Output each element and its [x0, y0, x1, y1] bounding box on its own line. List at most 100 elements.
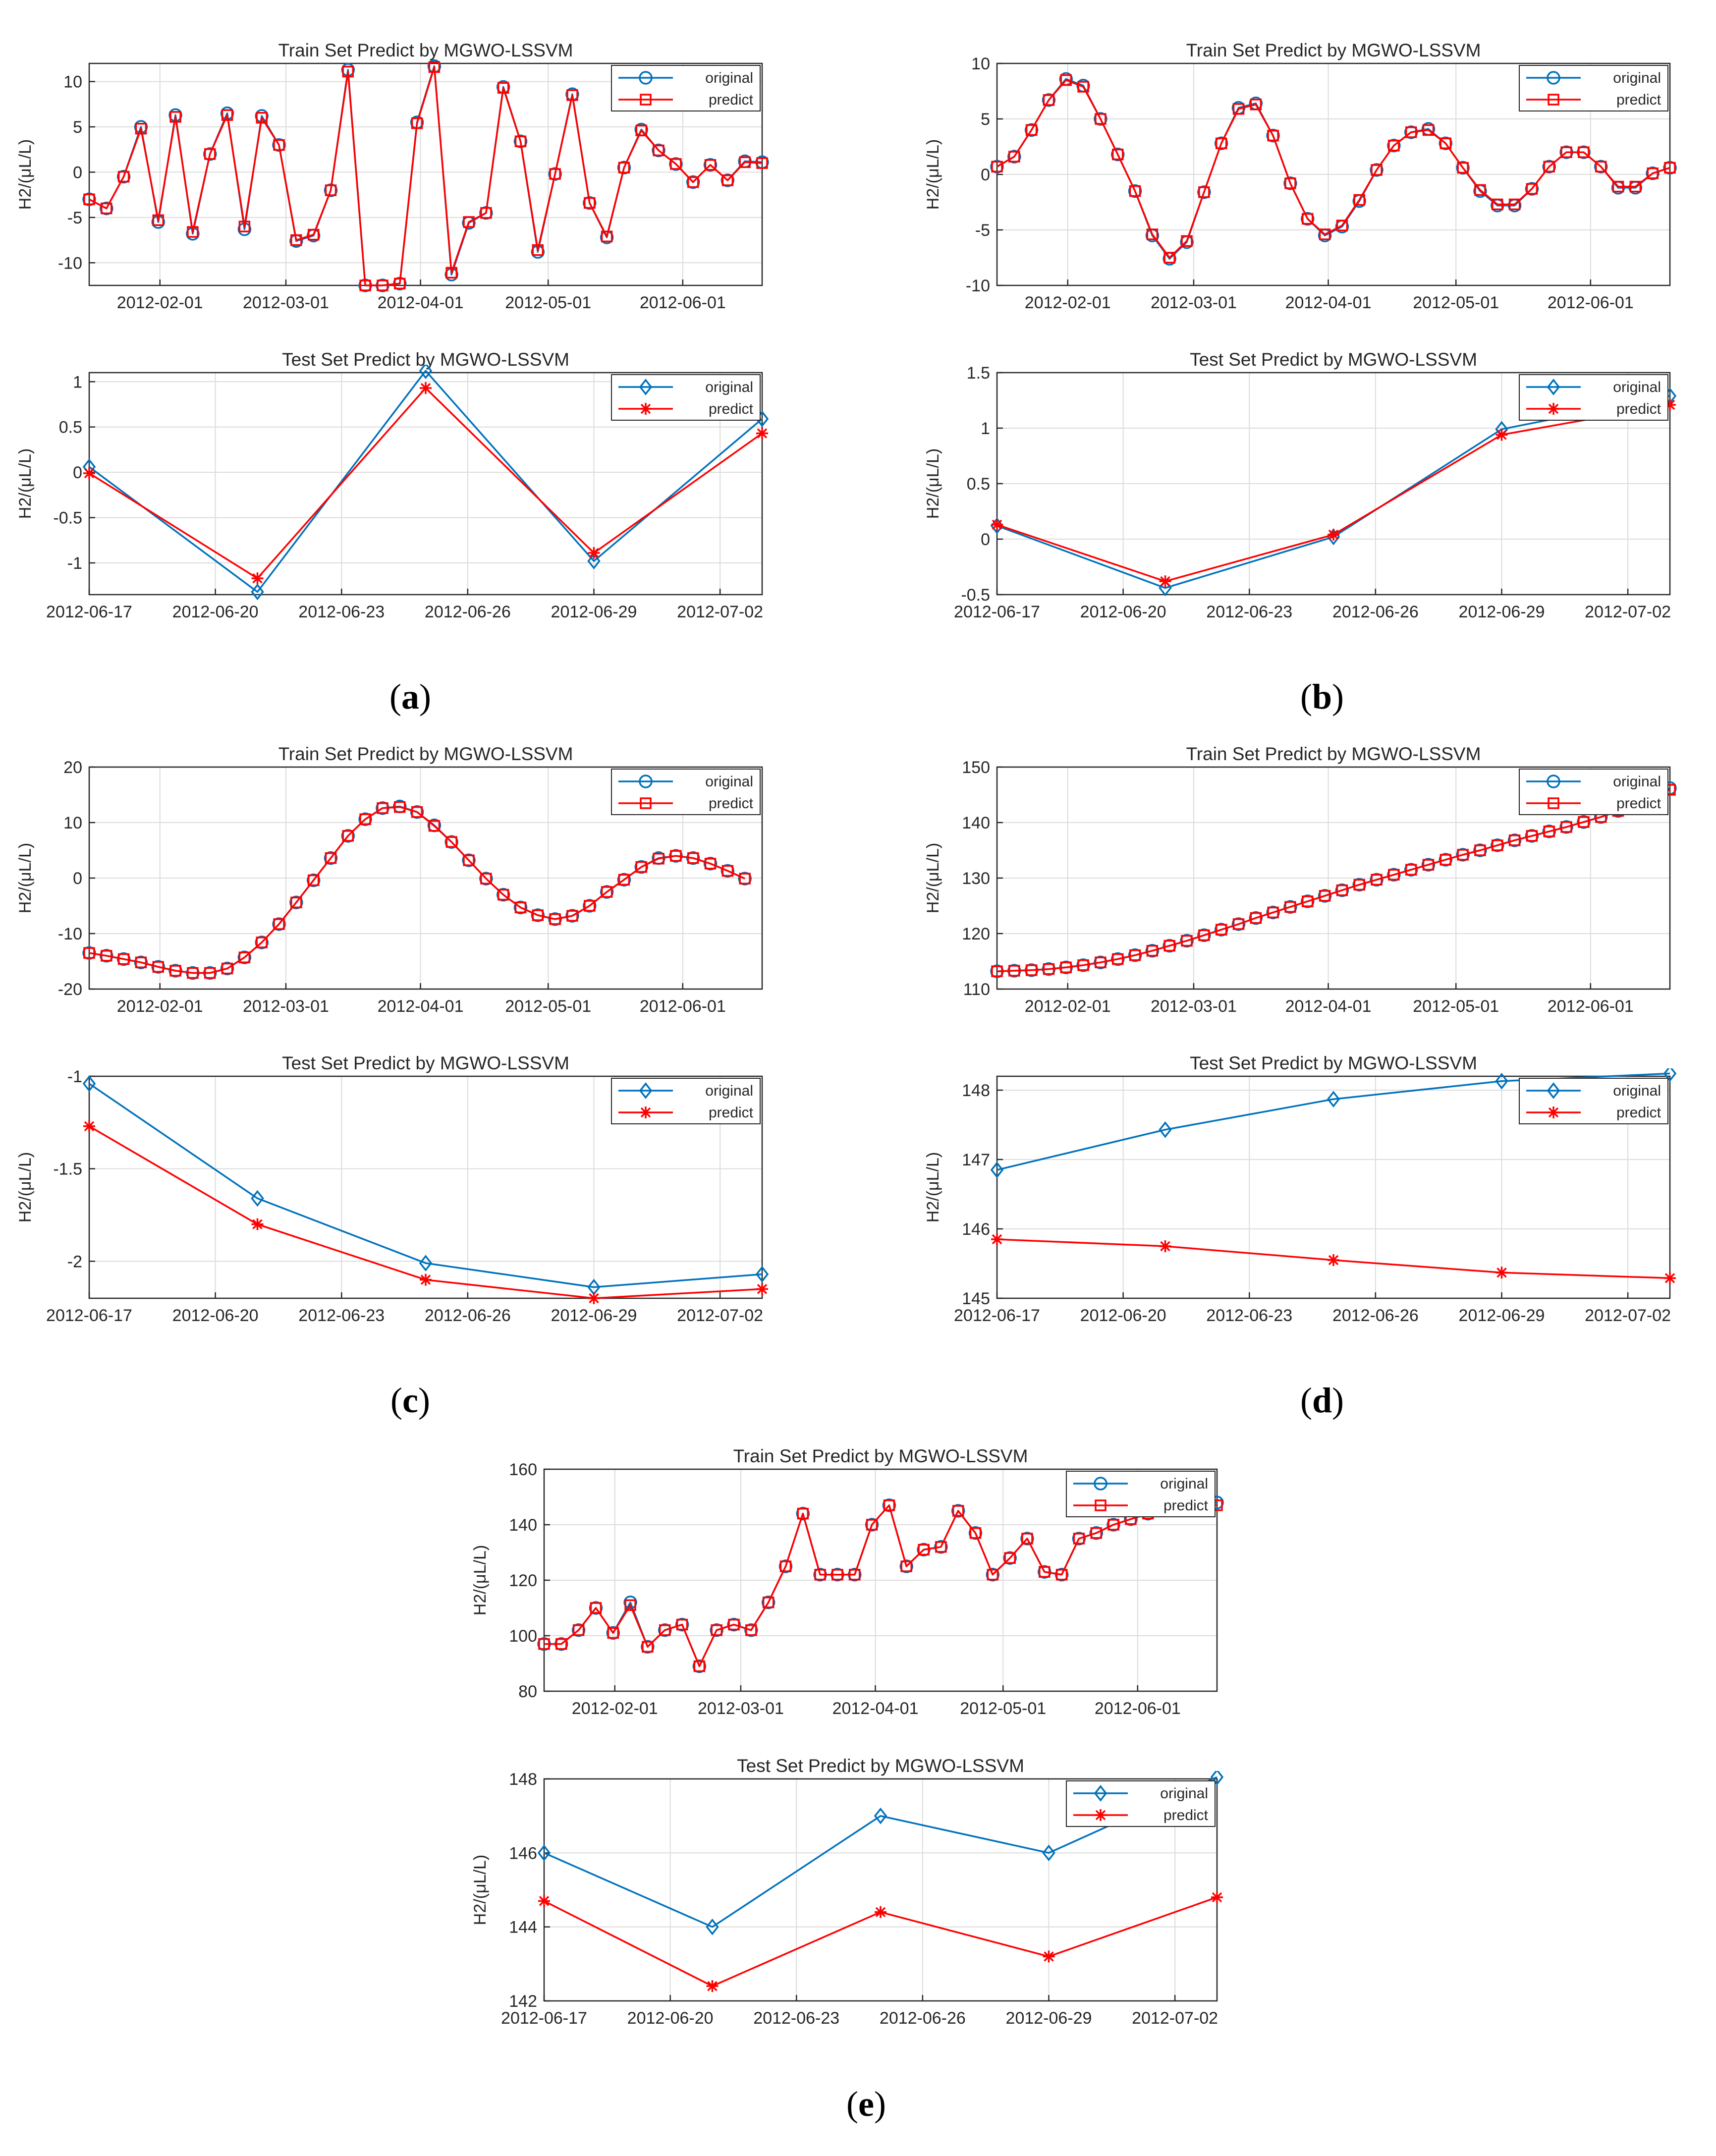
y-axis-label: H2/(μL/L)	[16, 1152, 35, 1222]
data-point-predict	[325, 184, 337, 196]
y-axis-label: H2/(μL/L)	[16, 448, 35, 519]
data-point-predict	[1111, 148, 1124, 161]
data-point-predict	[1060, 961, 1072, 974]
y-tick-label: 0	[981, 530, 990, 549]
data-point-predict	[377, 802, 388, 814]
data-point-original	[727, 1617, 741, 1632]
data-point-predict	[1495, 1267, 1508, 1279]
data-point-predict	[238, 951, 251, 963]
data-point-predict	[739, 156, 751, 168]
data-point-predict	[1021, 1533, 1033, 1545]
panel-caption-c: (c)	[390, 1381, 430, 1420]
y-tick-label: 140	[509, 1516, 537, 1535]
x-tick-label: 2012-04-01	[378, 997, 464, 1016]
y-tick-label: -0.5	[961, 586, 990, 605]
y-tick-label: 1	[73, 373, 82, 391]
data-point-original	[899, 1559, 913, 1573]
data-point-original	[990, 1161, 1004, 1178]
data-point-original	[237, 950, 252, 964]
data-point-predict	[135, 122, 147, 135]
data-point-predict	[566, 89, 578, 101]
legend-marker-original	[1547, 71, 1560, 85]
data-point-predict	[117, 953, 130, 965]
data-point-predict	[273, 918, 285, 930]
y-tick-label: 148	[509, 1770, 537, 1789]
x-tick-label: 2012-06-23	[1206, 1306, 1292, 1325]
chart-title: Test Set Predict by MGWO-LSSVM	[737, 1756, 1024, 1776]
x-tick-label: 2012-06-29	[1459, 603, 1545, 621]
data-point-predict	[1543, 826, 1555, 837]
data-point-original	[548, 167, 562, 181]
data-point-original	[1646, 166, 1660, 180]
y-tick-label: 0.5	[967, 475, 990, 494]
data-point-original	[951, 1504, 965, 1518]
data-point-predict	[1198, 186, 1210, 198]
data-point-original	[968, 1526, 983, 1540]
y-tick-label: 147	[962, 1151, 990, 1169]
x-tick-label: 2012-06-29	[551, 1306, 637, 1325]
data-point-predict	[814, 1569, 826, 1581]
data-point-predict	[187, 967, 199, 979]
y-tick-label: 10	[63, 73, 82, 92]
data-point-predict	[169, 965, 181, 977]
data-point-predict	[739, 873, 751, 885]
data-point-original	[623, 1596, 637, 1609]
data-point-original	[1042, 93, 1056, 107]
data-point-original	[1094, 112, 1107, 126]
data-point-original	[1110, 147, 1125, 162]
legend-box	[1519, 1078, 1668, 1124]
y-tick-label: 150	[962, 758, 990, 777]
data-point-original	[255, 936, 269, 949]
data-point-original	[341, 829, 355, 843]
chart-title: Train Set Predict by MGWO-LSSVM	[278, 40, 573, 60]
data-point-predict	[1457, 162, 1469, 174]
data-point-predict	[693, 1660, 706, 1672]
legend-label-original: original	[1613, 379, 1661, 395]
x-tick-label: 2012-02-01	[117, 293, 203, 312]
data-point-predict	[135, 956, 147, 968]
data-point-original	[220, 961, 234, 976]
data-point-predict	[1159, 1240, 1171, 1252]
y-axis-label: H2/(μL/L)	[924, 448, 942, 519]
y-axis-label: H2/(μL/L)	[471, 1855, 490, 1925]
legend-label-predict: predict	[709, 401, 754, 417]
x-tick-label: 2012-06-26	[1332, 1306, 1419, 1325]
data-point-predict	[290, 896, 302, 909]
legend-marker-original	[639, 379, 653, 395]
data-point-original	[744, 1623, 758, 1637]
data-point-predict	[1353, 879, 1365, 891]
x-tick-label: 2012-03-01	[243, 997, 329, 1016]
y-tick-label: 20	[63, 758, 82, 777]
x-tick-label: 2012-02-01	[572, 1699, 658, 1718]
data-point-predict	[1578, 146, 1590, 158]
y-tick-label: 0	[73, 869, 82, 888]
data-point-predict	[359, 279, 371, 291]
data-point-predict	[1146, 228, 1159, 240]
data-point-predict	[273, 139, 285, 151]
x-tick-label: 2012-06-29	[1006, 2009, 1092, 2028]
x-tick-label: 2012-06-29	[551, 603, 637, 621]
data-point-predict	[1336, 884, 1348, 896]
data-point-original	[917, 1543, 931, 1557]
y-axis-label: H2/(μL/L)	[924, 1152, 942, 1222]
legend-label-predict: predict	[1616, 401, 1661, 417]
data-point-predict	[687, 176, 699, 188]
y-tick-label: -2	[67, 1252, 82, 1271]
y-tick-label: -10	[58, 254, 82, 273]
legend: original predict	[611, 65, 761, 111]
data-point-original	[1110, 952, 1125, 966]
x-tick-label: 2012-06-01	[640, 293, 726, 312]
data-point-predict	[572, 1624, 585, 1636]
panel-caption-d: (d)	[1300, 1381, 1344, 1420]
data-point-original	[738, 872, 752, 885]
data-point-predict	[1095, 956, 1107, 968]
chart-c-test: 2012-06-17 2012-06-20 2012-06-23 2012-06-26…	[16, 1053, 769, 1325]
data-point-original	[1089, 1526, 1104, 1540]
data-point-predict	[463, 216, 475, 228]
axes-box	[996, 1075, 1671, 1299]
legend-marker-original	[1547, 774, 1560, 788]
data-point-predict	[117, 170, 130, 183]
data-point-original	[100, 201, 113, 216]
data-point-predict	[1508, 198, 1521, 211]
x-tick-label: 2012-05-01	[505, 293, 591, 312]
